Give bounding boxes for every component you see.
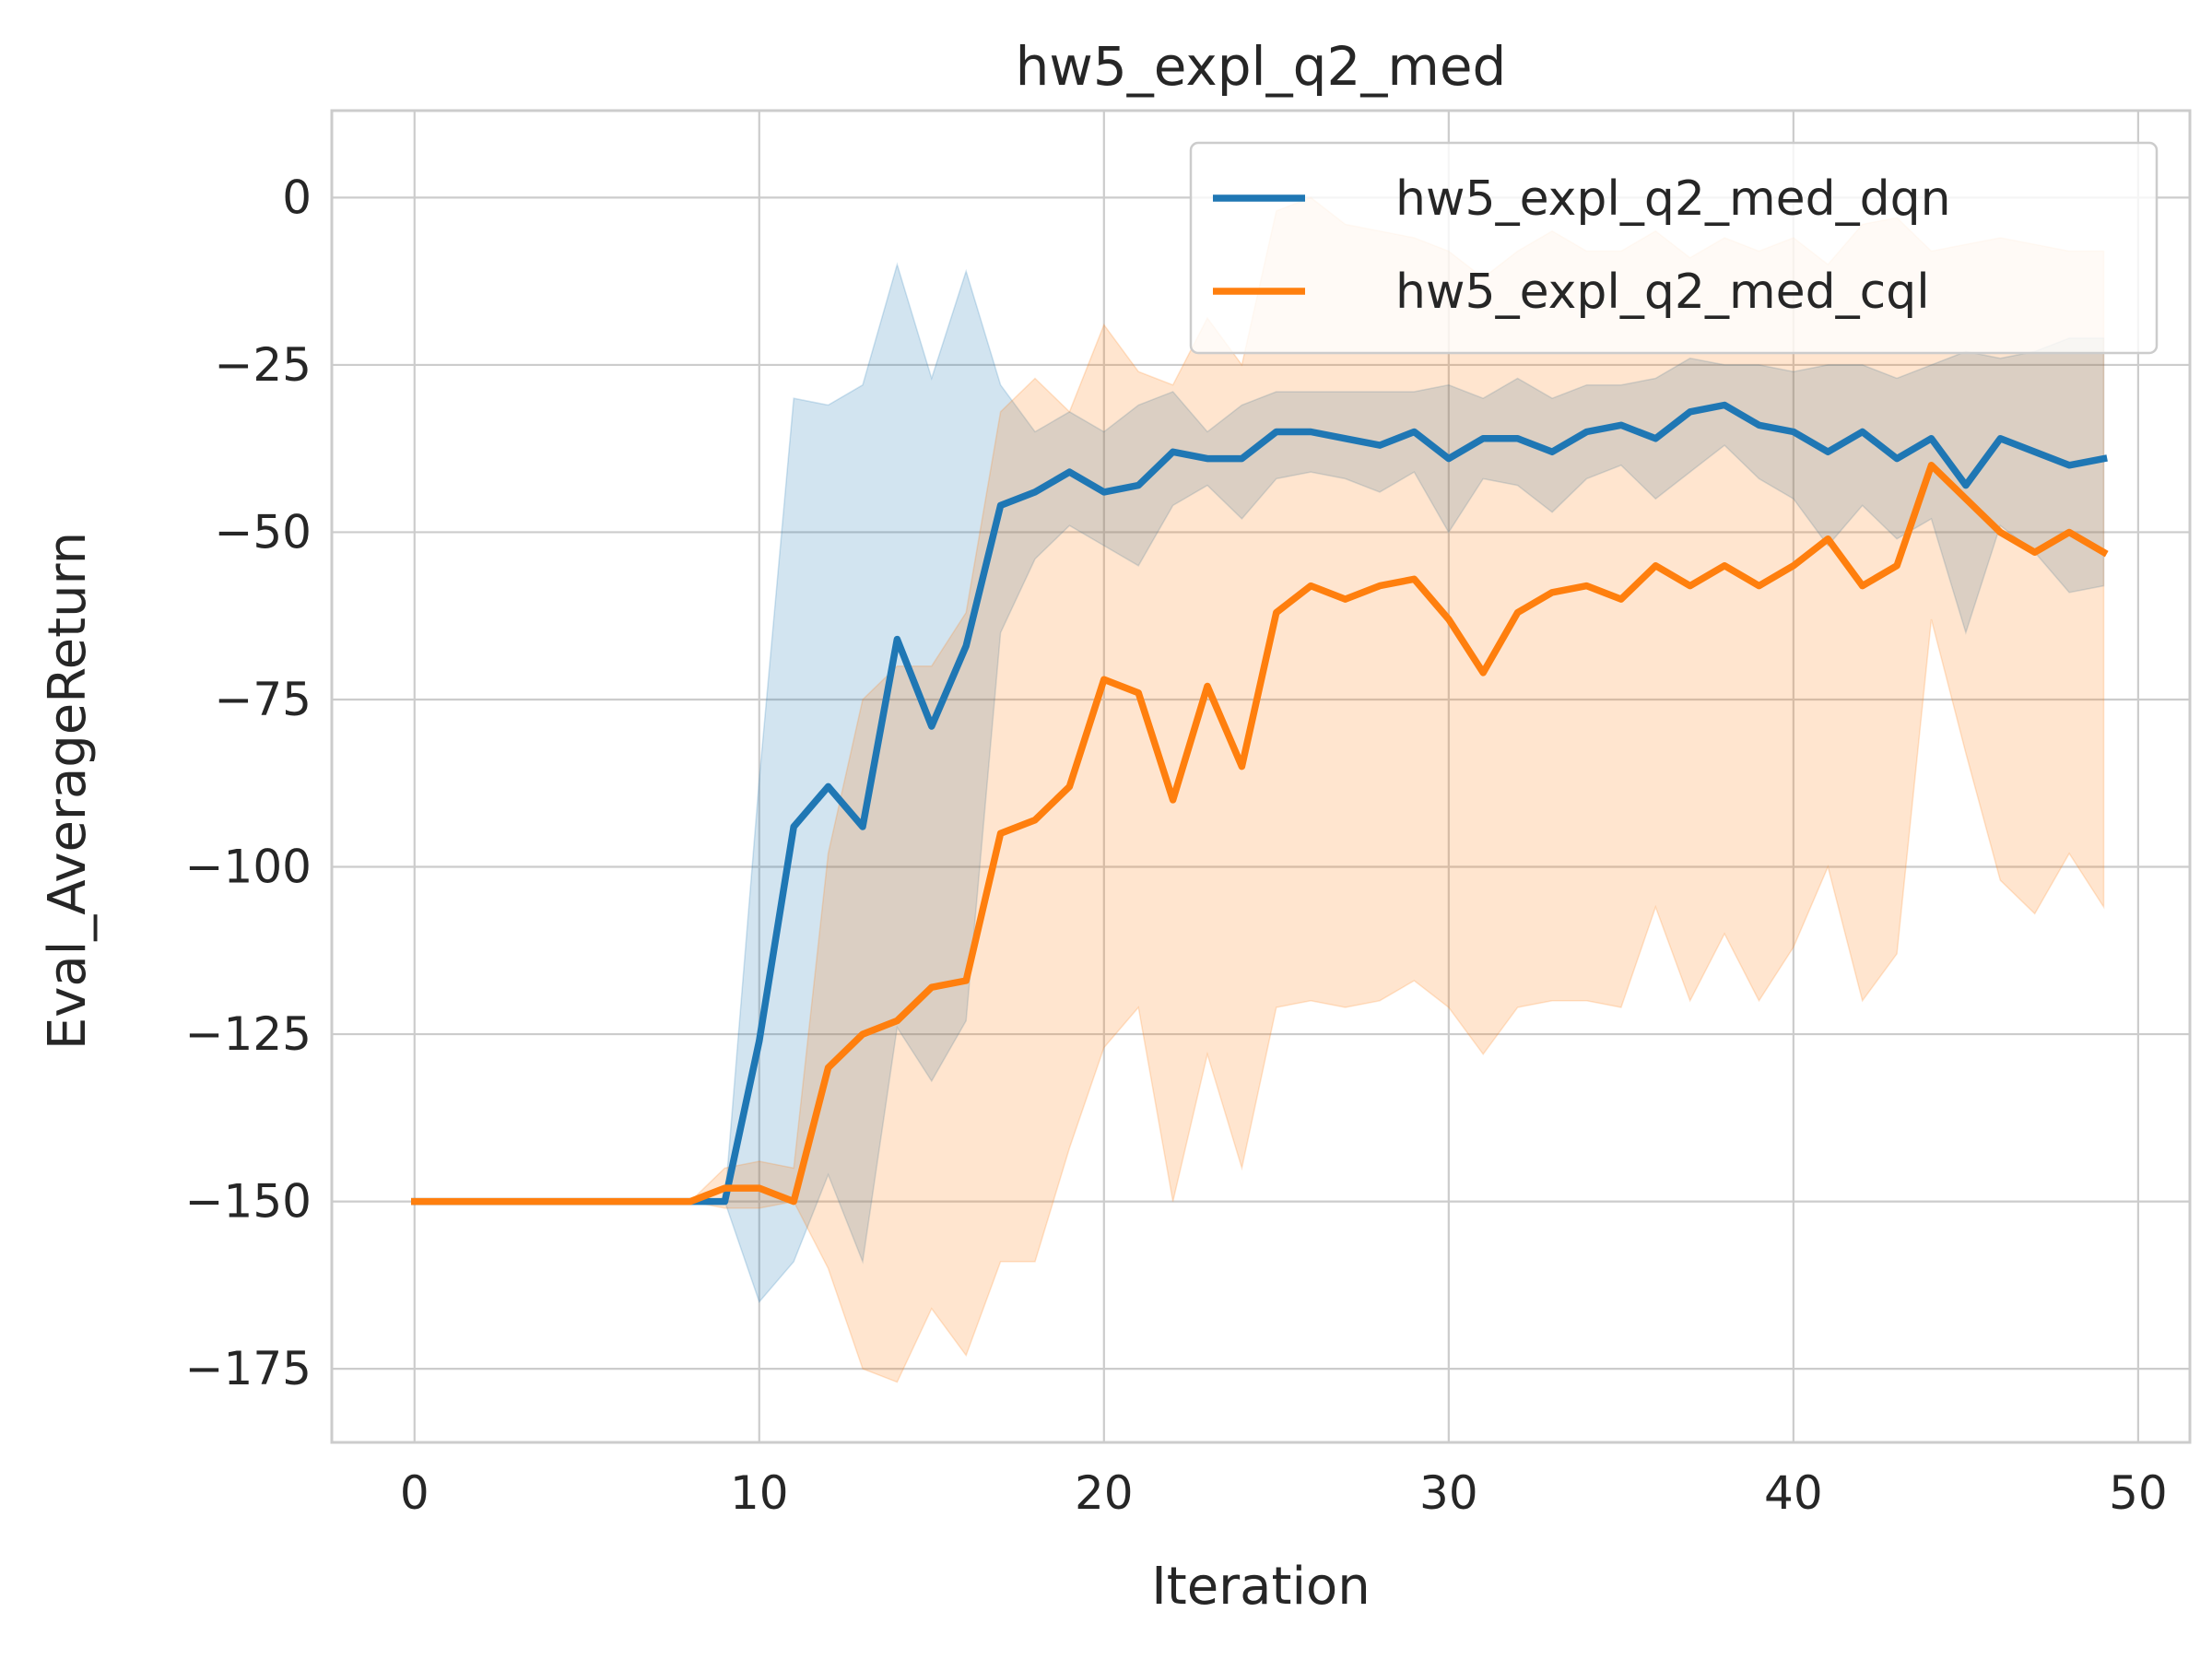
x-tick-label: 40 [1764,1466,1823,1520]
plot-frame [330,109,2192,1444]
y-axis-label: Eval_AverageReturn [38,532,98,1050]
legend-box [1189,141,2159,355]
legend-label-cql: hw5_expl_q2_med_cql [1395,265,1930,320]
legend: hw5_expl_q2_med_dqn hw5_expl_q2_med_cql [1189,141,2159,355]
y-tick-label: 0 [282,171,312,224]
y-tick-label: −100 [185,841,312,894]
x-tick-label: 30 [1419,1466,1478,1520]
x-tick-label: 50 [2109,1466,2168,1520]
confidence-band-cql [414,196,2105,1383]
x-tick-label: 0 [400,1466,429,1520]
x-axis-label: Iteration [1151,1557,1371,1617]
y-tick-label: −75 [214,673,312,726]
x-tick-label: 20 [1075,1466,1134,1520]
series-line-cql [411,462,2109,1206]
y-tick-label: −125 [185,1007,312,1061]
chart-title: hw5_expl_q2_med [1016,35,1507,98]
y-tick-label: −150 [185,1175,312,1229]
y-tick-label: −50 [214,505,312,559]
x-tick-label: 10 [730,1466,789,1520]
y-tick-label: −25 [214,338,312,392]
y-tick-label: −175 [185,1342,312,1395]
legend-label-dqn: hw5_expl_q2_med_dqn [1395,171,1951,227]
